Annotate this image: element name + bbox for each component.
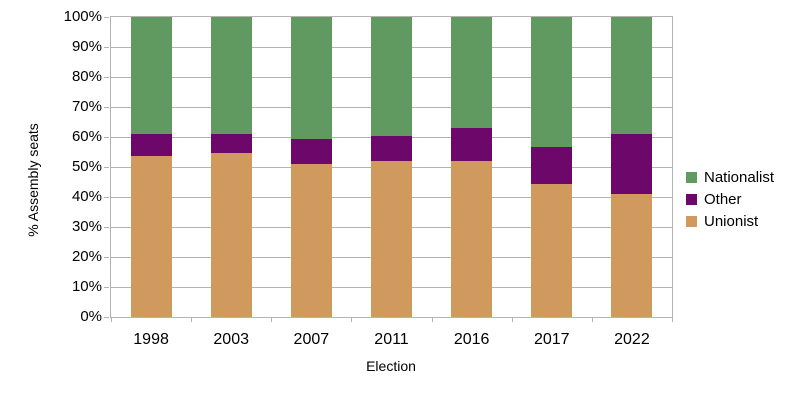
bar-segment-nationalist — [611, 17, 653, 134]
plot-area — [110, 16, 673, 318]
bar-segment-nationalist — [130, 17, 172, 134]
y-tick-label: 50% — [71, 158, 102, 175]
legend-label: Other — [704, 190, 742, 208]
x-tick-mark — [512, 318, 513, 322]
bar-segment-other — [611, 133, 653, 194]
y-tick-mark — [104, 47, 109, 48]
bar-segment-unionist — [531, 183, 573, 317]
x-tick-mark — [191, 318, 192, 322]
bar-segment-nationalist — [371, 17, 412, 137]
bar-segment-other — [210, 133, 252, 154]
bar-segment-unionist — [130, 155, 172, 317]
legend-label: Unionist — [704, 212, 759, 230]
x-tick-mark — [111, 318, 112, 322]
legend-swatch — [686, 215, 697, 227]
x-tick-label: 2007 — [293, 331, 330, 348]
y-tick-label: 20% — [71, 248, 102, 265]
legend-item: Nationalist — [686, 166, 774, 188]
x-tick-label: 2017 — [533, 331, 570, 348]
y-tick-label: 0% — [80, 308, 102, 325]
y-tick-mark — [104, 197, 109, 198]
legend-swatch — [686, 193, 697, 205]
bar-2017 — [531, 17, 573, 317]
bar-1998 — [130, 17, 172, 317]
y-tick-mark — [104, 77, 109, 78]
y-tick-label: 100% — [63, 8, 102, 25]
y-tick-label: 30% — [71, 218, 102, 235]
y-tick-label: 10% — [71, 278, 102, 295]
bar-segment-other — [451, 128, 493, 162]
x-tick-mark — [672, 318, 673, 322]
bar-segment-nationalist — [290, 17, 332, 140]
legend-item: Unionist — [686, 210, 774, 232]
y-tick-mark — [104, 257, 109, 258]
bar-segment-other — [290, 139, 332, 165]
legend-swatch — [686, 171, 697, 183]
bar-segment-unionist — [611, 193, 653, 317]
y-tick-mark — [104, 17, 109, 18]
y-tick-mark — [104, 287, 109, 288]
y-tick-mark — [104, 167, 109, 168]
legend: Nationalist Other Unionist — [686, 166, 774, 232]
bar-segment-unionist — [451, 161, 493, 317]
bar-segment-nationalist — [451, 17, 493, 129]
y-tick-mark — [104, 107, 109, 108]
y-tick-label: 40% — [71, 188, 102, 205]
legend-item: Other — [686, 188, 774, 210]
bar-2003 — [210, 17, 252, 317]
bar-segment-other — [371, 136, 412, 162]
x-axis-title: Election — [366, 358, 416, 374]
bar-segment-unionist — [290, 164, 332, 317]
x-tick-label: 2003 — [213, 331, 249, 348]
bar-segment-unionist — [210, 153, 252, 317]
bar-segment-other — [130, 133, 172, 156]
x-tick-mark — [592, 318, 593, 322]
bar-2007 — [290, 17, 332, 317]
legend-label: Nationalist — [704, 168, 775, 186]
bar-segment-other — [531, 147, 573, 184]
y-tick-label: 90% — [71, 38, 102, 55]
y-tick-mark — [104, 137, 109, 138]
bar-segment-nationalist — [210, 17, 252, 134]
bar-segment-nationalist — [531, 17, 573, 148]
y-tick-label: 60% — [71, 128, 102, 145]
x-tick-mark — [351, 318, 352, 322]
y-tick-mark — [104, 227, 109, 228]
bar-segment-unionist — [371, 161, 412, 317]
bar-2011 — [371, 17, 412, 317]
x-tick-mark — [271, 318, 272, 322]
bar-2022 — [611, 17, 653, 317]
y-tick-label: 80% — [71, 68, 102, 85]
x-tick-label: 2022 — [614, 331, 650, 348]
x-tick-label: 2011 — [374, 331, 409, 348]
x-tick-mark — [432, 318, 433, 322]
x-tick-label: 1998 — [133, 331, 169, 348]
bar-2016 — [451, 17, 493, 317]
y-tick-mark — [104, 317, 109, 318]
y-tick-label: 70% — [71, 98, 102, 115]
x-tick-label: 2016 — [453, 331, 490, 348]
